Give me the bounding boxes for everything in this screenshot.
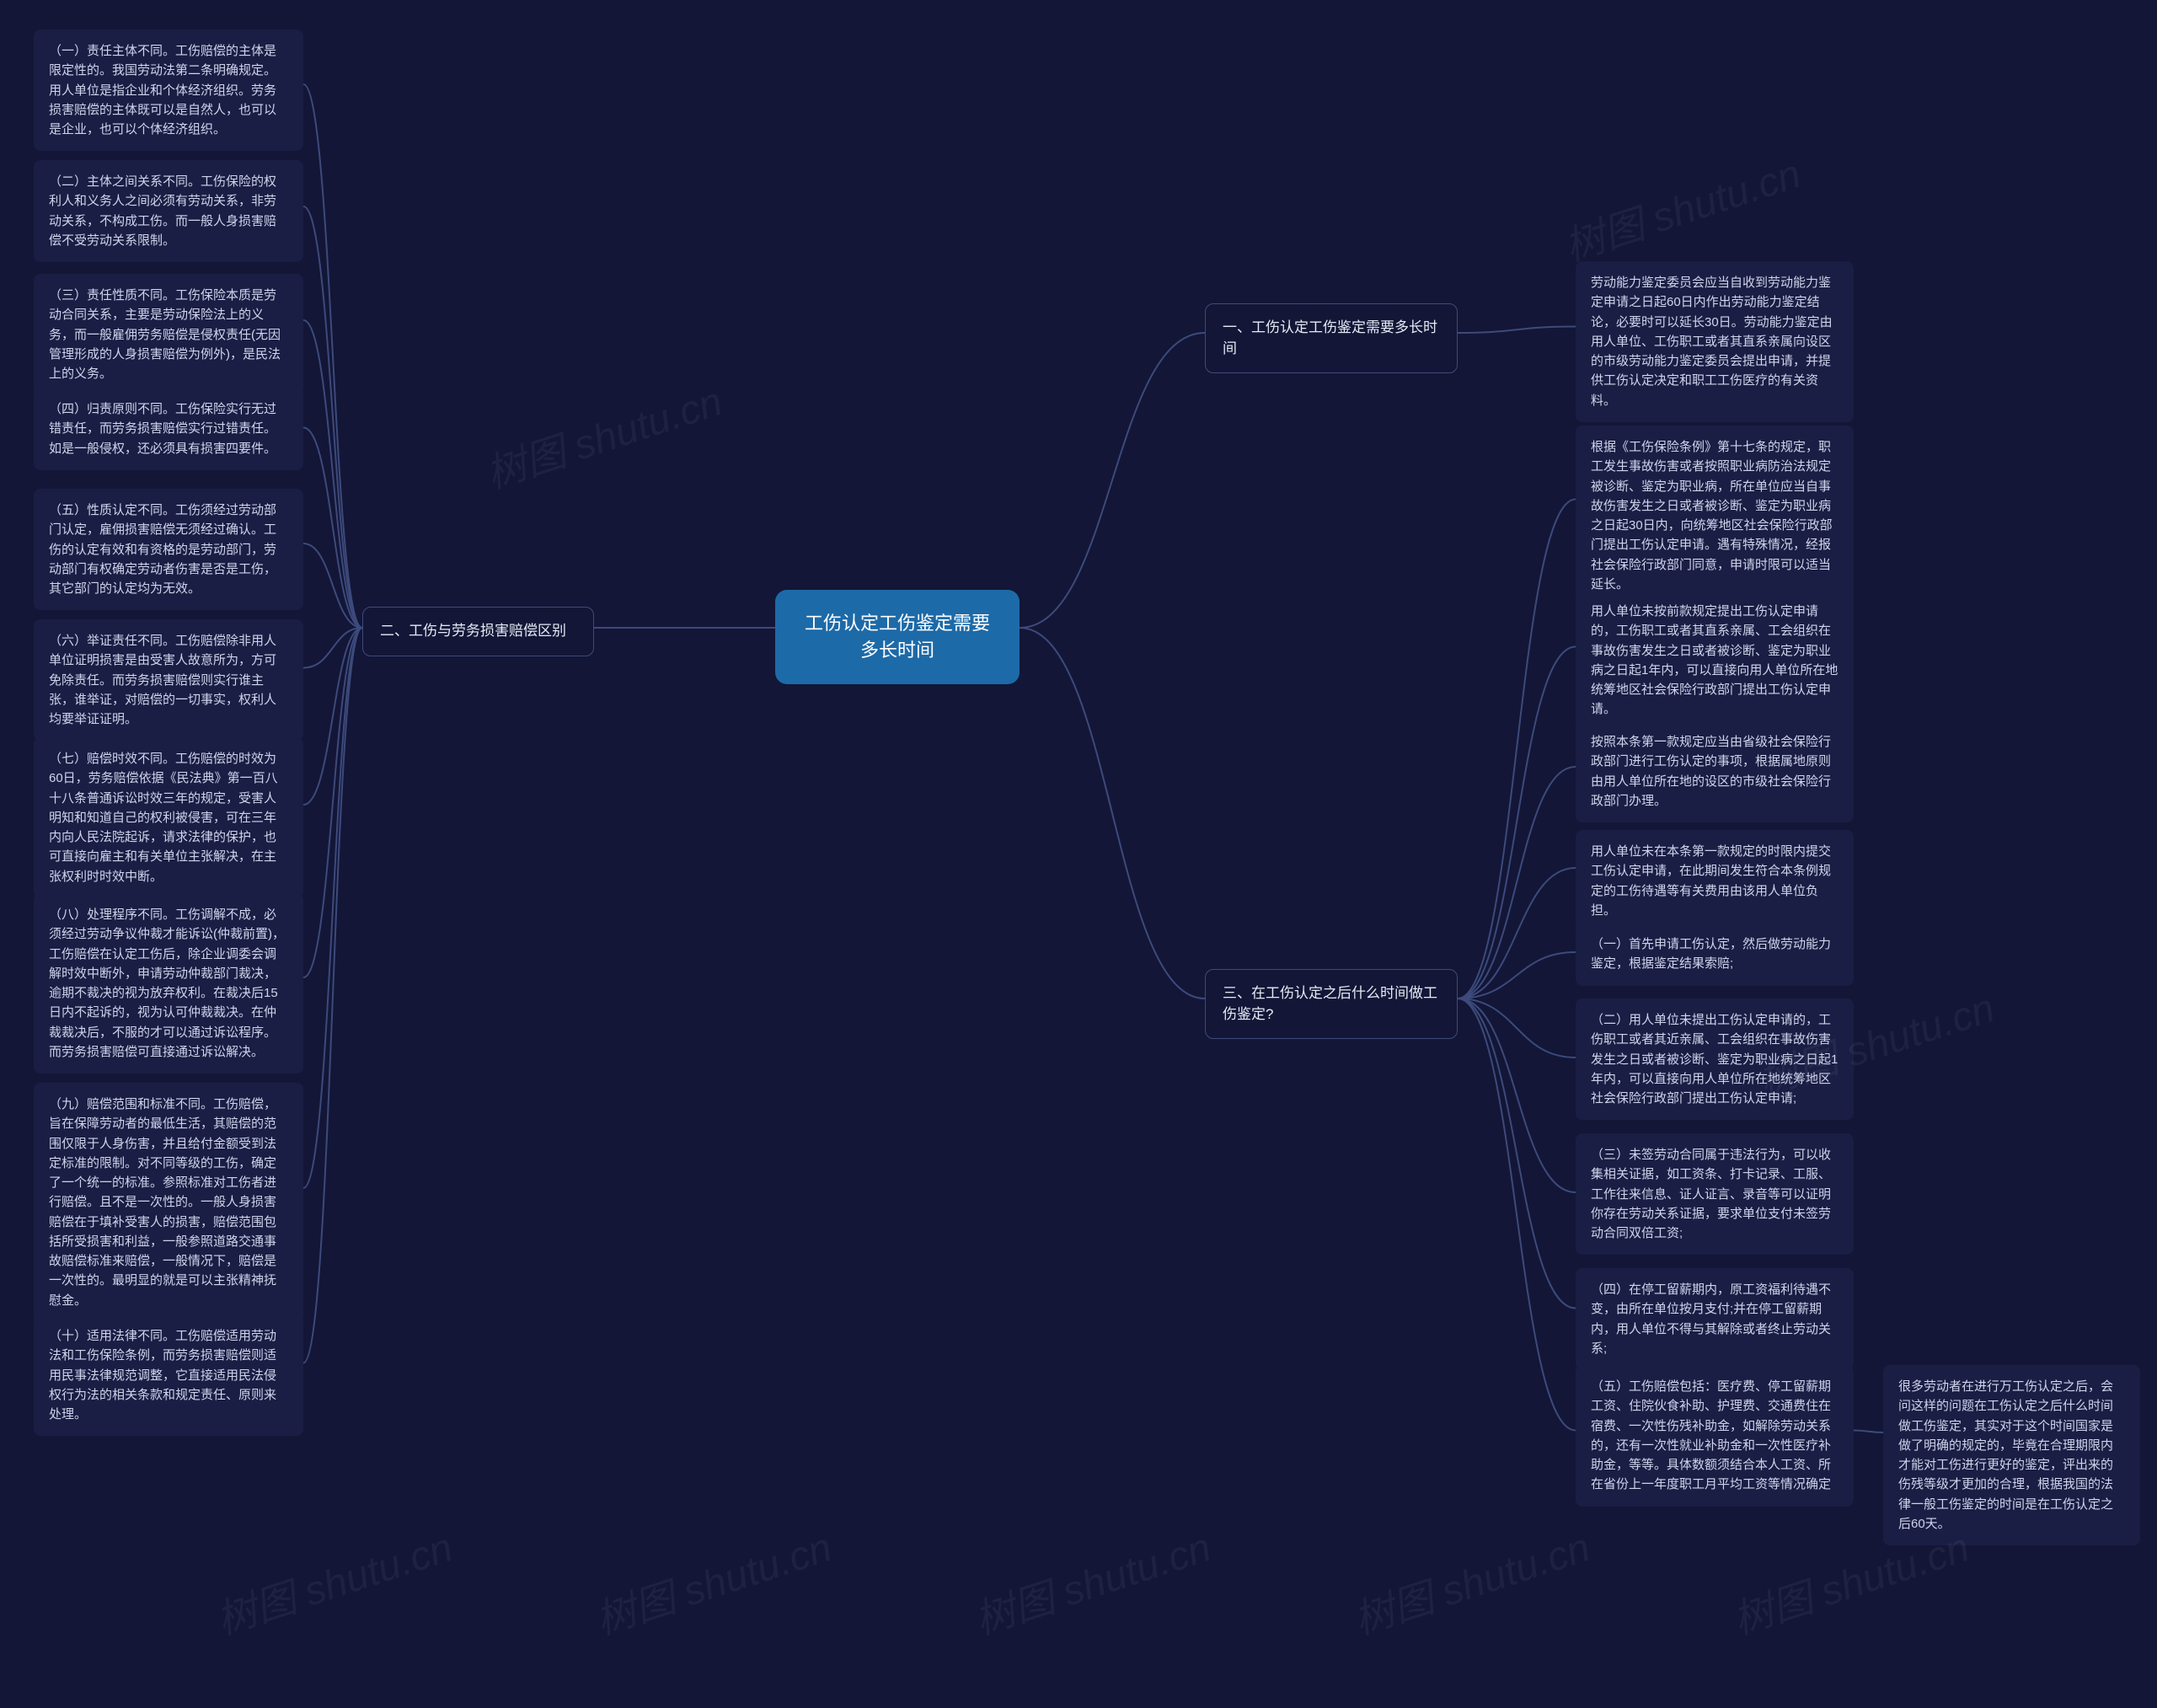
center-node: 工伤认定工伤鉴定需要多长时间 (775, 590, 1020, 684)
leaf-b3-8-c: 很多劳动者在进行万工伤认定之后，会问这样的问题在工伤认定之后什么时间做工伤鉴定，… (1883, 1365, 2140, 1545)
leaf-b1-0: 劳动能力鉴定委员会应当自收到劳动能力鉴定申请之日起60日内作出劳动能力鉴定结论，… (1576, 261, 1854, 422)
branch-b2: 二、工伤与劳务损害赔偿区别 (362, 607, 594, 656)
leaf-b2-3: （四）归责原则不同。工伤保险实行无过错责任，而劳务损害赔偿实行过错责任。如是一般… (34, 388, 303, 470)
watermark: 树图 shutu.cn (477, 368, 728, 500)
leaf-b2-8: （九）赔偿范围和标准不同。工伤赔偿，旨在保障劳动者的最低生活，其赔偿的范围仅限于… (34, 1083, 303, 1322)
leaf-b2-9: （十）适用法律不同。工伤赔偿适用劳动法和工伤保险条例，而劳务损害赔偿则适用民事法… (34, 1314, 303, 1436)
leaf-b3-7: （四）在停工留薪期内，原工资福利待遇不变，由所在单位按月支付;并在停工留薪期内，… (1576, 1268, 1854, 1370)
leaf-b3-4: （一）首先申请工伤认定，然后做劳动能力鉴定，根据鉴定结果索赔; (1576, 923, 1854, 986)
leaf-b2-7: （八）处理程序不同。工伤调解不成，必须经过劳动争议仲裁才能诉讼(仲裁前置)，工伤… (34, 893, 303, 1074)
watermark: 树图 shutu.cn (1345, 1514, 1596, 1646)
watermark: 树图 shutu.cn (207, 1514, 458, 1646)
leaf-b2-2: （三）责任性质不同。工伤保险本质是劳动合同关系，主要是劳动保险法上的义务，而一般… (34, 274, 303, 395)
leaf-b2-1: （二）主体之间关系不同。工伤保险的权利人和义务人之间必须有劳动关系，非劳动关系，… (34, 160, 303, 262)
leaf-b3-1: 用人单位未按前款规定提出工伤认定申请的，工伤职工或者其直系亲属、工会组织在事故伤… (1576, 590, 1854, 731)
watermark: 树图 shutu.cn (586, 1514, 838, 1646)
watermark: 树图 shutu.cn (1555, 141, 1806, 272)
watermark: 树图 shutu.cn (966, 1514, 1217, 1646)
leaf-b3-5: （二）用人单位未提出工伤认定申请的，工伤职工或者其近亲属、工会组织在事故伤害发生… (1576, 999, 1854, 1120)
leaf-b3-6: （三）未签劳动合同属于违法行为，可以收集相关证据，如工资条、打卡记录、工服、工作… (1576, 1133, 1854, 1255)
leaf-b3-2: 按照本条第一款规定应当由省级社会保险行政部门进行工伤认定的事项，根据属地原则由用… (1576, 720, 1854, 822)
branch-b3: 三、在工伤认定之后什么时间做工伤鉴定? (1205, 969, 1458, 1039)
leaf-b2-6: （七）赔偿时效不同。工伤赔偿的时效为60日，劳务赔偿依据《民法典》第一百八十八条… (34, 737, 303, 898)
leaf-b2-0: （一）责任主体不同。工伤赔偿的主体是限定性的。我国劳动法第二条明确规定。用人单位… (34, 29, 303, 151)
leaf-b3-0: 根据《工伤保险条例》第十七条的规定，职工发生事故伤害或者按照职业病防治法规定被诊… (1576, 426, 1854, 606)
leaf-b2-4: （五）性质认定不同。工伤须经过劳动部门认定，雇佣损害赔偿无须经过确认。工伤的认定… (34, 489, 303, 610)
branch-b1: 一、工伤认定工伤鉴定需要多长时间 (1205, 303, 1458, 373)
leaf-b3-3: 用人单位未在本条第一款规定的时限内提交工伤认定申请，在此期间发生符合本条例规定的… (1576, 830, 1854, 932)
leaf-b3-8: （五）工伤赔偿包括：医疗费、停工留薪期工资、住院伙食补助、护理费、交通费住在宿费… (1576, 1365, 1854, 1507)
leaf-b2-5: （六）举证责任不同。工伤赔偿除非用人单位证明损害是由受害人故意所为，方可免除责任… (34, 619, 303, 741)
